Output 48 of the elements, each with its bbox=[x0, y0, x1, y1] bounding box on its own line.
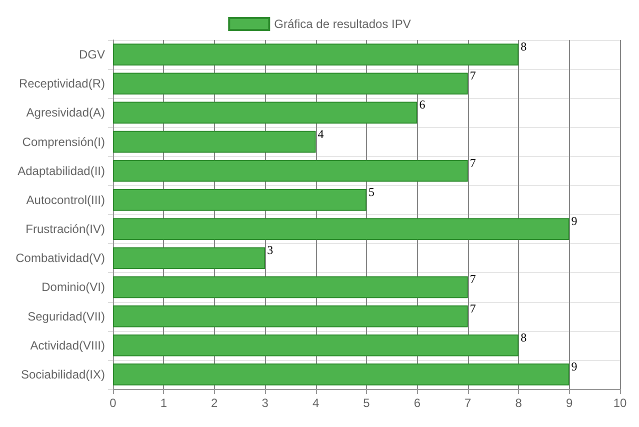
data-label: 5 bbox=[368, 184, 374, 199]
data-label: 9 bbox=[571, 214, 578, 228]
x-tick-label: 5 bbox=[363, 396, 370, 410]
data-label: 3 bbox=[267, 243, 274, 258]
data-label: 9 bbox=[571, 359, 578, 374]
y-tick-label: Frustración(IV) bbox=[26, 222, 105, 236]
data-label: 8 bbox=[520, 40, 527, 54]
y-tick-label: Sociabilidad(IX) bbox=[20, 367, 105, 382]
y-tick-label: Actividad(VIII) bbox=[30, 338, 105, 352]
data-label: 8 bbox=[520, 330, 527, 344]
data-label: 7 bbox=[470, 301, 476, 316]
x-tick-label: 3 bbox=[262, 396, 269, 410]
data-label: 4 bbox=[318, 126, 324, 141]
x-tick-label: 0 bbox=[110, 396, 117, 410]
x-tick-label: 6 bbox=[414, 396, 421, 410]
data-label: 7 bbox=[470, 68, 476, 83]
bar bbox=[113, 218, 570, 240]
legend-label: Gráfica de resultados IPV bbox=[274, 17, 411, 31]
y-tick-label: Comprensión(I) bbox=[22, 134, 105, 149]
bar bbox=[113, 334, 519, 356]
y-tick-label: Dominio(VI) bbox=[42, 280, 105, 294]
y-tick-label: Combatividad(V) bbox=[16, 251, 105, 266]
x-tick-label: 9 bbox=[566, 396, 573, 410]
y-tick-label: Agresividad(A) bbox=[26, 106, 105, 120]
data-label: 6 bbox=[419, 98, 426, 112]
bar bbox=[113, 44, 519, 66]
bar bbox=[113, 102, 418, 124]
y-tick-label: Seguridad(VII) bbox=[28, 309, 105, 324]
x-tick-label: 4 bbox=[312, 396, 320, 410]
bar bbox=[113, 72, 468, 95]
x-tick-label: 1 bbox=[160, 396, 168, 410]
bar bbox=[113, 160, 468, 182]
bar bbox=[113, 276, 468, 298]
y-tick-label: DGV bbox=[78, 48, 105, 62]
data-label: 7 bbox=[470, 156, 476, 170]
bar bbox=[113, 247, 266, 270]
data-label: 7 bbox=[470, 272, 476, 286]
bar bbox=[113, 364, 570, 386]
y-tick-label: Autocontrol(III) bbox=[26, 192, 105, 207]
bar bbox=[113, 305, 468, 328]
y-tick-label: Receptividad(R) bbox=[18, 76, 105, 91]
bar bbox=[113, 189, 366, 211]
x-tick-label: 10 bbox=[613, 396, 627, 410]
bar bbox=[113, 130, 316, 153]
x-tick-label: 7 bbox=[464, 396, 472, 410]
y-tick-label: Adaptabilidad(II) bbox=[18, 164, 105, 178]
x-tick-label: 2 bbox=[211, 396, 218, 410]
x-tick-label: 8 bbox=[515, 396, 522, 410]
